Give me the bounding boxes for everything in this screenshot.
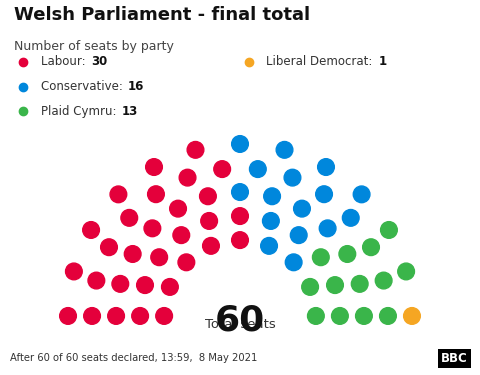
Circle shape — [200, 188, 216, 205]
Text: 1: 1 — [379, 56, 387, 68]
Circle shape — [201, 213, 217, 229]
Text: After 60 of 60 seats declared, 13:59,  8 May 2021: After 60 of 60 seats declared, 13:59, 8 … — [10, 353, 257, 363]
Circle shape — [101, 239, 117, 255]
Circle shape — [276, 141, 293, 158]
Text: Liberal Democrat:: Liberal Democrat: — [266, 56, 376, 68]
Circle shape — [232, 208, 248, 224]
Circle shape — [203, 237, 219, 254]
Circle shape — [327, 277, 343, 293]
Text: 13: 13 — [122, 105, 138, 118]
Text: Conservative:: Conservative: — [41, 80, 126, 93]
Circle shape — [214, 161, 230, 177]
Circle shape — [319, 220, 336, 237]
Circle shape — [112, 276, 129, 292]
Circle shape — [124, 246, 141, 262]
Text: Welsh Parliament - final total: Welsh Parliament - final total — [14, 6, 311, 24]
Circle shape — [170, 200, 186, 217]
Circle shape — [285, 254, 302, 271]
Circle shape — [179, 169, 196, 186]
Circle shape — [132, 308, 148, 324]
Circle shape — [83, 222, 99, 238]
Circle shape — [356, 308, 372, 324]
Circle shape — [318, 159, 335, 176]
Text: BBC: BBC — [441, 352, 468, 364]
Circle shape — [88, 272, 105, 289]
Circle shape — [148, 186, 164, 202]
Circle shape — [351, 276, 368, 292]
Circle shape — [398, 263, 414, 280]
Circle shape — [294, 200, 310, 217]
Text: 16: 16 — [128, 80, 144, 93]
Circle shape — [151, 249, 168, 266]
Circle shape — [353, 186, 370, 203]
Circle shape — [232, 232, 248, 248]
Circle shape — [156, 308, 172, 324]
Circle shape — [250, 161, 266, 177]
Circle shape — [302, 279, 318, 295]
Circle shape — [308, 308, 324, 324]
Text: Labour:: Labour: — [41, 56, 89, 68]
Circle shape — [264, 188, 280, 205]
Circle shape — [108, 308, 124, 324]
Circle shape — [312, 249, 329, 266]
Circle shape — [232, 184, 248, 200]
Circle shape — [261, 237, 277, 254]
Circle shape — [178, 254, 195, 271]
Text: 30: 30 — [91, 56, 107, 68]
Text: Plaid Cymru:: Plaid Cymru: — [41, 105, 120, 118]
Circle shape — [84, 308, 100, 324]
Circle shape — [375, 272, 392, 289]
Circle shape — [145, 159, 162, 176]
Circle shape — [66, 263, 82, 280]
Text: Total seats: Total seats — [204, 318, 276, 332]
Circle shape — [232, 136, 248, 152]
Circle shape — [339, 246, 356, 262]
Circle shape — [284, 169, 301, 186]
Circle shape — [110, 186, 127, 203]
Text: 60: 60 — [215, 303, 265, 338]
Circle shape — [316, 186, 332, 202]
Text: Number of seats by party: Number of seats by party — [14, 40, 174, 53]
Circle shape — [263, 213, 279, 229]
Circle shape — [60, 308, 76, 324]
Circle shape — [144, 220, 161, 237]
Circle shape — [173, 227, 190, 243]
Circle shape — [404, 308, 420, 324]
Circle shape — [137, 277, 153, 293]
Circle shape — [332, 308, 348, 324]
Circle shape — [162, 279, 178, 295]
Circle shape — [363, 239, 379, 255]
Circle shape — [342, 210, 359, 226]
Circle shape — [380, 308, 396, 324]
Circle shape — [187, 141, 204, 158]
Circle shape — [290, 227, 307, 243]
Circle shape — [121, 210, 138, 226]
Circle shape — [381, 222, 397, 238]
